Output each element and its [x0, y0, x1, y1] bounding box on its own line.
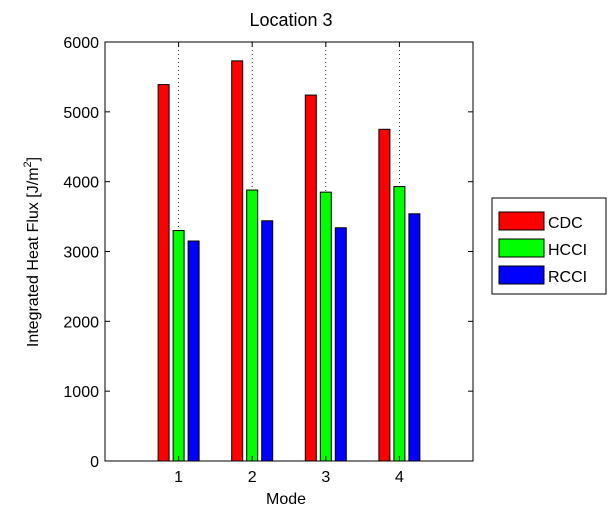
bar-rcci-mode-3 — [334, 227, 347, 462]
bars — [157, 60, 421, 462]
y-tick-label: 0 — [90, 454, 99, 471]
legend-items: CDC HCCI RCCI — [498, 211, 587, 286]
bar-hcci-mode-3 — [319, 191, 332, 462]
bar-cdc-mode-1 — [157, 84, 170, 462]
bar-hcci-mode-1 — [172, 230, 185, 462]
y-tick-label: 6000 — [63, 35, 99, 52]
bar-hcci-mode-2 — [246, 189, 259, 462]
legend-label-cdc: CDC — [548, 215, 583, 232]
legend: CDC HCCI RCCI — [491, 197, 607, 295]
x-axis-label: Mode — [266, 491, 306, 508]
y-tick-label: 5000 — [63, 105, 99, 122]
y-axis-label-superscript: 2 — [22, 161, 34, 167]
y-axis-label-text: Integrated Heat Flux [J/m — [25, 167, 42, 347]
y-tick-label: 4000 — [63, 175, 99, 192]
chart-title: Location 3 — [249, 10, 332, 30]
bar-cdc-mode-3 — [304, 94, 317, 462]
y-tick-label: 2000 — [63, 314, 99, 331]
bar-cdc-mode-4 — [378, 128, 391, 462]
x-tick-label: 4 — [395, 469, 404, 486]
bar-rcci-mode-2 — [261, 220, 274, 462]
legend-swatch-cdc — [498, 211, 545, 231]
y-axis-label-suffix: ] — [25, 157, 42, 161]
bar-rcci-mode-1 — [187, 240, 200, 462]
legend-label-hcci: HCCI — [548, 242, 587, 259]
y-axis-label: Integrated Heat Flux [J/m2] — [22, 157, 42, 347]
x-tick-label: 2 — [248, 469, 257, 486]
legend-swatch-hcci — [498, 238, 545, 258]
legend-swatch-rcci — [498, 265, 545, 285]
y-tick-label: 1000 — [63, 384, 99, 401]
x-tick-label: 3 — [321, 469, 330, 486]
axis-ticks: 0 1000 2000 3000 4000 5000 6000 1 2 3 4 — [63, 35, 473, 486]
legend-label-rcci: RCCI — [548, 269, 587, 286]
grid-lines — [178, 42, 400, 461]
bar-cdc-mode-2 — [231, 60, 244, 462]
bar-hcci-mode-4 — [393, 186, 406, 462]
y-tick-label: 3000 — [63, 245, 99, 262]
bar-rcci-mode-4 — [408, 213, 421, 462]
x-tick-label: 1 — [174, 469, 183, 486]
